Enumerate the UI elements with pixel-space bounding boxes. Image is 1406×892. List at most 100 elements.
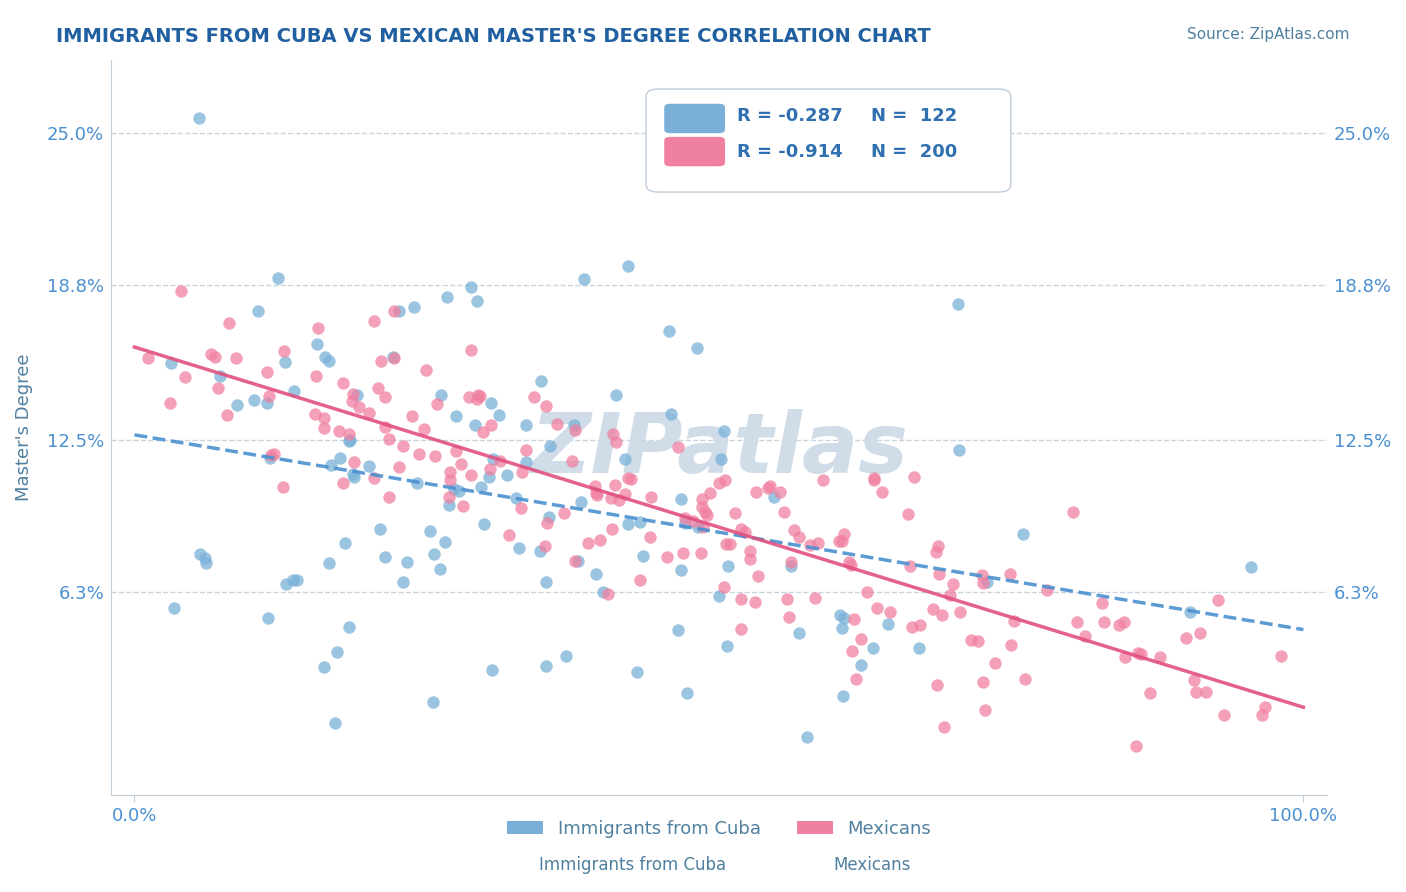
Immigrants from Cuba — [830, 607, 852, 622]
Mexicans — [1062, 505, 1084, 519]
Mexicans — [357, 407, 380, 421]
Immigrants from Cuba — [419, 524, 441, 538]
Mexicans — [1108, 617, 1130, 632]
Immigrants from Cuba — [832, 689, 855, 703]
Mexicans — [1213, 708, 1236, 723]
Mexicans — [465, 392, 488, 406]
Mexicans — [343, 455, 366, 469]
Mexicans — [460, 343, 482, 358]
Immigrants from Cuba — [259, 451, 281, 466]
Mexicans — [1092, 615, 1115, 629]
Mexicans — [769, 484, 792, 499]
Immigrants from Cuba — [478, 469, 501, 483]
Mexicans — [470, 389, 492, 403]
Mexicans — [332, 476, 354, 491]
Immigrants from Cuba — [780, 558, 803, 573]
Immigrants from Cuba — [666, 623, 689, 637]
Mexicans — [787, 529, 810, 543]
Mexicans — [304, 407, 326, 421]
Mexicans — [533, 539, 555, 553]
Immigrants from Cuba — [534, 574, 557, 589]
Mexicans — [747, 569, 769, 583]
Immigrants from Cuba — [659, 407, 682, 421]
Mexicans — [388, 460, 411, 475]
Immigrants from Cuba — [538, 439, 561, 453]
Immigrants from Cuba — [256, 396, 278, 410]
Immigrants from Cuba — [474, 516, 496, 531]
Mexicans — [510, 466, 533, 480]
Mexicans — [666, 440, 689, 454]
Mexicans — [898, 558, 921, 573]
Immigrants from Cuba — [388, 304, 411, 318]
Immigrants from Cuba — [976, 575, 998, 590]
Immigrants from Cuba — [669, 491, 692, 506]
Immigrants from Cuba — [515, 455, 537, 469]
Mexicans — [655, 550, 678, 565]
Text: N =  122: N = 122 — [870, 107, 957, 125]
Mexicans — [1182, 673, 1205, 687]
Mexicans — [415, 362, 437, 376]
Immigrants from Cuba — [319, 458, 342, 472]
Immigrants from Cuba — [343, 469, 366, 483]
Mexicans — [259, 389, 281, 403]
Immigrants from Cuba — [876, 617, 898, 632]
Mexicans — [855, 584, 877, 599]
Immigrants from Cuba — [276, 577, 298, 591]
Mexicans — [713, 473, 735, 487]
Immigrants from Cuba — [433, 534, 456, 549]
Mexicans — [689, 546, 711, 560]
Mexicans — [813, 473, 835, 487]
Immigrants from Cuba — [1240, 559, 1263, 574]
Mexicans — [863, 473, 886, 487]
Mexicans — [845, 672, 868, 686]
Immigrants from Cuba — [447, 484, 470, 499]
Mexicans — [439, 473, 461, 487]
Mexicans — [690, 500, 713, 515]
Mexicans — [714, 537, 737, 551]
Mexicans — [444, 443, 467, 458]
Mexicans — [897, 507, 920, 521]
Mexicans — [256, 365, 278, 379]
Mexicans — [713, 580, 735, 594]
Mexicans — [307, 320, 329, 334]
Mexicans — [690, 491, 713, 506]
Immigrants from Cuba — [470, 480, 492, 494]
Text: R = -0.914: R = -0.914 — [737, 143, 842, 161]
Immigrants from Cuba — [1178, 605, 1201, 619]
Immigrants from Cuba — [333, 536, 356, 550]
Mexicans — [561, 453, 583, 467]
FancyBboxPatch shape — [664, 103, 725, 133]
Mexicans — [974, 703, 997, 717]
Immigrants from Cuba — [562, 418, 585, 433]
Immigrants from Cuba — [529, 544, 551, 558]
Mexicans — [949, 605, 972, 619]
Immigrants from Cuba — [396, 556, 419, 570]
Immigrants from Cuba — [658, 324, 681, 338]
Immigrants from Cuba — [402, 301, 425, 315]
Immigrants from Cuba — [717, 558, 740, 573]
Mexicans — [401, 409, 423, 424]
Mexicans — [347, 400, 370, 414]
Immigrants from Cuba — [357, 459, 380, 474]
Immigrants from Cuba — [337, 620, 360, 634]
Mexicans — [478, 462, 501, 476]
Immigrants from Cuba — [194, 550, 217, 565]
Mexicans — [924, 545, 946, 559]
Text: Source: ZipAtlas.com: Source: ZipAtlas.com — [1187, 27, 1350, 42]
Immigrants from Cuba — [946, 297, 969, 311]
Immigrants from Cuba — [430, 388, 453, 402]
Text: IMMIGRANTS FROM CUBA VS MEXICAN MASTER'S DEGREE CORRELATION CHART: IMMIGRANTS FROM CUBA VS MEXICAN MASTER'S… — [56, 27, 931, 45]
Immigrants from Cuba — [422, 547, 444, 561]
Mexicans — [942, 576, 965, 591]
Mexicans — [374, 390, 396, 404]
Mexicans — [776, 591, 799, 606]
Immigrants from Cuba — [392, 575, 415, 590]
Mexicans — [314, 411, 336, 425]
Mexicans — [831, 533, 853, 548]
Immigrants from Cuba — [710, 451, 733, 466]
Immigrants from Cuba — [530, 374, 553, 388]
Mexicans — [903, 470, 925, 484]
Immigrants from Cuba — [537, 509, 560, 524]
Mexicans — [927, 677, 949, 691]
Immigrants from Cuba — [505, 491, 527, 506]
